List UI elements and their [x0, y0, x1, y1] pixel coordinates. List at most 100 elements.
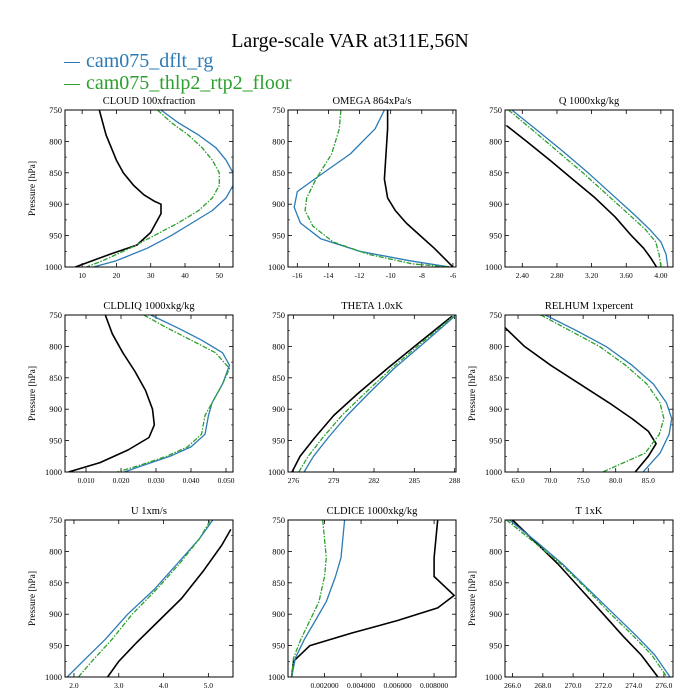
y-tick-label: 1000: [268, 262, 285, 272]
legend-label: cam075_thlp2_rtp2_floor: [86, 72, 292, 94]
y-tick-label: 800: [489, 136, 502, 146]
x-tick-label: 5.0: [204, 681, 214, 690]
x-tick-label: 65.0: [511, 476, 524, 485]
panel-title: RELHUM 1xpercent: [545, 301, 633, 312]
y-tick-label: 850: [272, 168, 285, 178]
legend-swatch: [64, 83, 80, 85]
series-line-reference: [291, 315, 453, 472]
x-tick-label: 0.020: [113, 476, 130, 485]
y-tick-label: 950: [49, 641, 62, 651]
series-line-floor: [506, 520, 668, 677]
plot-frame: [64, 519, 234, 678]
y-tick-label: 850: [272, 578, 285, 588]
y-tick-label: 800: [489, 341, 502, 351]
y-tick-label: 750: [49, 310, 62, 320]
series-line-dflt: [303, 315, 456, 472]
series-line-dflt: [545, 315, 673, 472]
panel-title: OMEGA 864xPa/s: [332, 96, 411, 107]
x-tick-label: 50: [216, 271, 224, 280]
series-line-floor: [304, 110, 450, 267]
plot-frame: [287, 314, 457, 473]
y-tick-label: 900: [49, 199, 62, 209]
x-tick-label: 0.030: [148, 476, 165, 485]
panel-title: CLDICE 1000xkg/kg: [327, 506, 418, 517]
y-tick-label: 800: [49, 341, 62, 351]
series-line-reference: [506, 125, 658, 267]
x-tick-label: 270.0: [565, 681, 582, 690]
plot-frame: [287, 109, 457, 268]
y-tick-label: 950: [272, 231, 285, 241]
figure-title: Large-scale VAR at311E,56N: [231, 30, 469, 52]
series-line-reference: [290, 520, 456, 677]
series-group: [291, 315, 456, 472]
y-tick-label: 850: [49, 373, 62, 383]
plot-frame: [287, 519, 457, 678]
x-tick-label: 0.040: [183, 476, 200, 485]
x-tick-label: -12: [355, 271, 365, 280]
series-line-floor: [84, 110, 220, 267]
y-axis-label: Pressure [hPa]: [28, 571, 38, 626]
x-tick-label: 0.006000: [384, 681, 412, 690]
series-line-floor: [508, 110, 662, 267]
y-axis-label: Pressure [hPa]: [468, 366, 478, 421]
x-tick-label: 10: [78, 271, 86, 280]
series-line-floor: [291, 520, 327, 677]
x-tick-label: 20: [113, 271, 121, 280]
y-tick-label: 750: [489, 515, 502, 525]
y-tick-label: 750: [272, 105, 285, 115]
y-tick-label: 950: [489, 436, 502, 446]
x-tick-label: 40: [181, 271, 189, 280]
y-tick-label: 850: [49, 578, 62, 588]
y-tick-label: 750: [49, 515, 62, 525]
x-tick-label: 2.0: [69, 681, 79, 690]
series-group: [68, 315, 231, 472]
y-tick-label: 950: [272, 641, 285, 651]
y-tick-label: 900: [272, 609, 285, 619]
y-tick-label: 1000: [268, 467, 285, 477]
x-tick-label: 266.0: [504, 681, 521, 690]
y-tick-label: 750: [489, 105, 502, 115]
plot-frame: [504, 109, 674, 268]
x-tick-label: 282: [368, 476, 380, 485]
series-line-dflt: [291, 520, 346, 677]
y-tick-label: 800: [272, 341, 285, 351]
x-tick-label: -14: [323, 271, 333, 280]
x-tick-label: 70.0: [544, 476, 557, 485]
legend-swatch: [64, 61, 80, 63]
x-tick-label: 279: [328, 476, 340, 485]
y-tick-label: 850: [489, 168, 502, 178]
x-tick-label: 4.0: [159, 681, 169, 690]
y-tick-label: 900: [49, 404, 62, 414]
plot-frame: [504, 519, 674, 678]
series-line-reference: [75, 110, 162, 267]
x-tick-label: 272.0: [595, 681, 612, 690]
series-group: [66, 520, 232, 677]
y-axis-label: Pressure [hPa]: [28, 161, 38, 216]
series-line-dflt: [509, 520, 671, 677]
series-group: [505, 315, 673, 472]
panel-6: RELHUM 1xpercent Pressure [hPa] 750 800 850 9…: [468, 301, 674, 485]
panel-title: U 1xm/s: [131, 506, 167, 517]
panel-title: Q 1000xkg/kg: [559, 96, 620, 107]
y-tick-label: 750: [272, 515, 285, 525]
y-tick-label: 850: [489, 578, 502, 588]
panel-7: U 1xm/s Pressure [hPa] 750 800 850 900 950 1000…: [28, 506, 234, 690]
y-tick-label: 950: [489, 231, 502, 241]
panel-4: CLDLIQ 1000xkg/kg Pressure [hPa] 750 800 850…: [28, 301, 235, 485]
series-line-dflt: [511, 110, 669, 267]
y-tick-label: 1000: [485, 467, 502, 477]
y-tick-label: 750: [49, 105, 62, 115]
x-tick-label: 0.002000: [310, 681, 338, 690]
x-tick-label: 3.60: [620, 271, 633, 280]
series-line-reference: [383, 110, 454, 267]
y-tick-label: 800: [49, 136, 62, 146]
y-tick-label: 1000: [45, 262, 62, 272]
panel-3: Q 1000xkg/kg 750 800 850 900 950 1000 2.40 2.80 3…: [485, 96, 674, 280]
x-tick-label: 0.008000: [420, 681, 448, 690]
y-tick-label: 1000: [45, 672, 62, 682]
y-tick-label: 900: [489, 609, 502, 619]
series-line-floor: [117, 315, 231, 472]
series-line-reference: [106, 529, 232, 677]
